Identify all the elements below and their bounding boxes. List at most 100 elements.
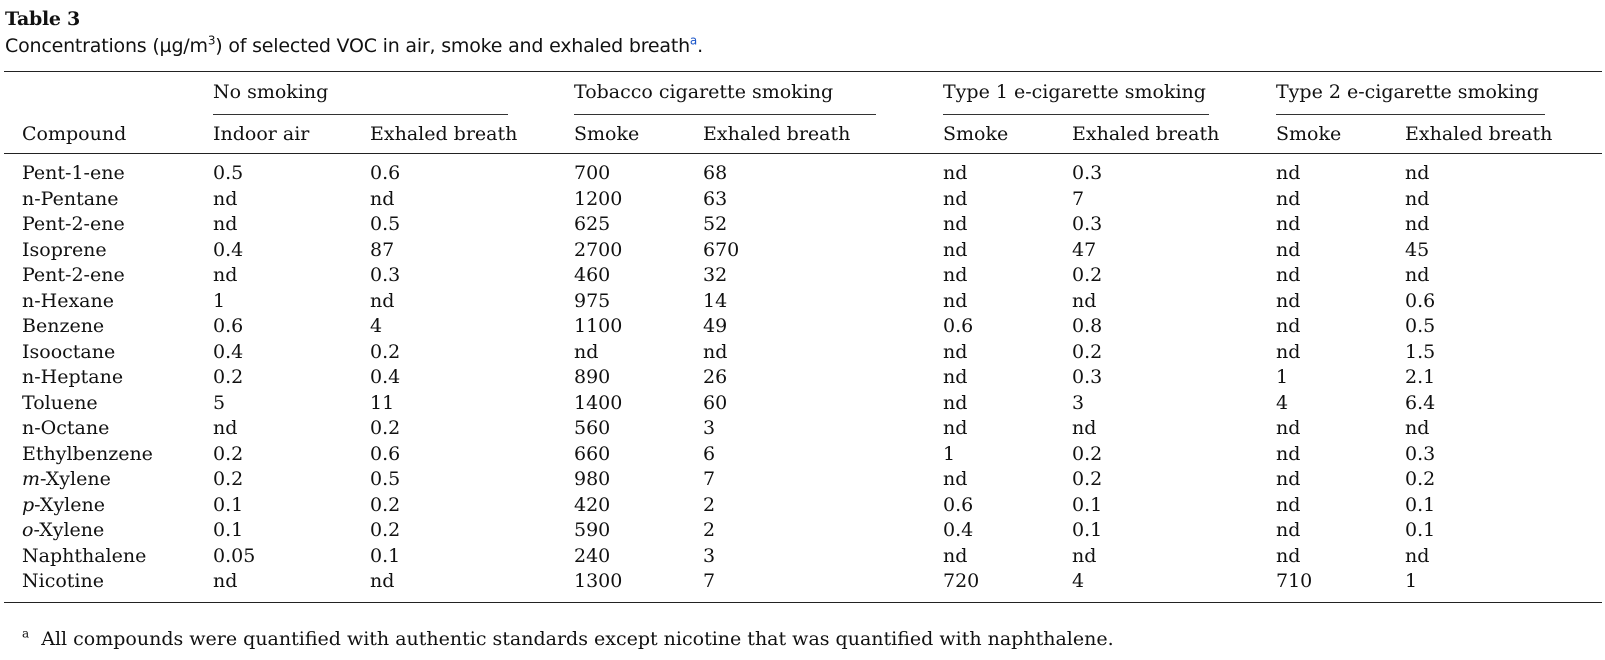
table-cell: nd (943, 264, 968, 286)
table-cell: nd (1276, 545, 1301, 567)
table-cell: nd (1276, 519, 1301, 541)
table-cell: 0.4 (943, 519, 974, 541)
compound-name: n-Octane (22, 417, 110, 439)
compound-name: Pent-2-ene (22, 264, 125, 286)
table-cell: 0.6 (943, 315, 974, 337)
table-cell: 7 (703, 468, 716, 490)
compound-name-cell: p-Xylene (22, 494, 105, 516)
compound-name: Nicotine (22, 570, 104, 592)
table-cell: 625 (574, 213, 611, 235)
table-cell: 0.6 (943, 494, 974, 516)
table-cell: nd (213, 188, 238, 210)
compound-name-cell: Pent-1-ene (22, 162, 125, 184)
table-cell: nd (943, 162, 968, 184)
table-cell: nd (370, 188, 395, 210)
table-cell: 975 (574, 290, 611, 312)
table-cell: nd (943, 468, 968, 490)
table-cell: 0.2 (370, 417, 401, 439)
compound-name-cell: Pent-2-ene (22, 264, 125, 286)
table-cell: 0.4 (213, 239, 244, 261)
table-cell: 6.4 (1405, 392, 1436, 414)
table-cell: 590 (574, 519, 611, 541)
table-cell: nd (1405, 264, 1430, 286)
table-cell: 7 (703, 570, 716, 592)
compound-name: Naphthalene (22, 545, 147, 567)
table-cell: nd (1276, 162, 1301, 184)
table-cell: 0.4 (370, 366, 401, 388)
table-cell: 4 (1072, 570, 1085, 592)
caption-footnote-link[interactable]: a (689, 33, 698, 48)
compound-name: Pent-1-ene (22, 162, 125, 184)
table-cell: 52 (703, 213, 728, 235)
table-cell: nd (943, 341, 968, 363)
table-cell: nd (1072, 545, 1097, 567)
compound-name-cell: Benzene (22, 315, 104, 337)
table-label: Table 3 (5, 8, 80, 30)
caption-end: . (697, 35, 703, 57)
table-cell: nd (1405, 417, 1430, 439)
table-cell: 0.1 (213, 494, 244, 516)
table-cell: 0.5 (213, 162, 244, 184)
table-cell: 3 (703, 545, 716, 567)
table-cell: 660 (574, 443, 611, 465)
table-cell: 1300 (574, 570, 623, 592)
compound-name-cell: o-Xylene (22, 519, 104, 541)
compound-name: n-Hexane (22, 290, 114, 312)
table-cell: nd (1276, 213, 1301, 235)
table-cell: 0.2 (213, 468, 244, 490)
table-cell: nd (213, 264, 238, 286)
compound-name-cell: Isooctane (22, 341, 115, 363)
table-cell: 0.2 (370, 341, 401, 363)
table-cell: nd (943, 417, 968, 439)
table-cell: 0.6 (370, 443, 401, 465)
caption-suffix: ) of selected VOC in air, smoke and exha… (215, 35, 690, 57)
group-header: Tobacco cigarette smoking (574, 81, 834, 103)
table-cell: 60 (703, 392, 728, 414)
table-cell: 0.4 (213, 341, 244, 363)
table-cell: 720 (943, 570, 980, 592)
caption-unit-superscript: 3 (207, 33, 216, 48)
table-cell: 45 (1405, 239, 1430, 261)
table-cell: 4 (370, 315, 383, 337)
table-cell: nd (943, 545, 968, 567)
table-cell: nd (1072, 290, 1097, 312)
table-cell: nd (943, 290, 968, 312)
compound-name-cell: Ethylbenzene (22, 443, 153, 465)
column-header: Exhaled breath (370, 123, 518, 145)
table-cell: 670 (703, 239, 740, 261)
table-cell: 240 (574, 545, 611, 567)
compound-name: Isooctane (22, 341, 116, 363)
group-header: No smoking (213, 81, 329, 103)
table-cell: 0.1 (370, 545, 401, 567)
table-cell: 1400 (574, 392, 623, 414)
table-cell: nd (370, 290, 395, 312)
column-header: Compound (22, 123, 127, 145)
table-cell: 0.3 (1405, 443, 1436, 465)
compound-name: Isoprene (22, 239, 107, 261)
group-header-rule (1276, 114, 1545, 115)
header-bottom-rule (4, 153, 1602, 154)
compound-name: Toluene (22, 392, 98, 414)
compound-name-cell: n-Hexane (22, 290, 114, 312)
table-cell: nd (1405, 213, 1430, 235)
table-footnote: a All compounds were quantified with aut… (22, 628, 1114, 650)
table-cell: 0.1 (1072, 494, 1103, 516)
table-cell: nd (1276, 468, 1301, 490)
table-cell: nd (1276, 188, 1301, 210)
table-cell: 0.1 (1405, 519, 1436, 541)
table-cell: 0.1 (213, 519, 244, 541)
compound-name-cell: n-Octane (22, 417, 109, 439)
table-cell: 2 (703, 519, 716, 541)
table-cell: 0.1 (1405, 494, 1436, 516)
table-cell: 1.5 (1405, 341, 1436, 363)
table-cell: nd (213, 570, 238, 592)
table-cell: 63 (703, 188, 728, 210)
table-cell: 0.2 (1405, 468, 1436, 490)
table-cell: nd (1276, 341, 1301, 363)
table-cell: 0.5 (370, 213, 401, 235)
column-header: Smoke (1276, 123, 1342, 145)
table-cell: nd (1276, 315, 1301, 337)
table-top-rule (4, 71, 1602, 72)
table-cell: nd (943, 188, 968, 210)
table-cell: nd (1276, 264, 1301, 286)
